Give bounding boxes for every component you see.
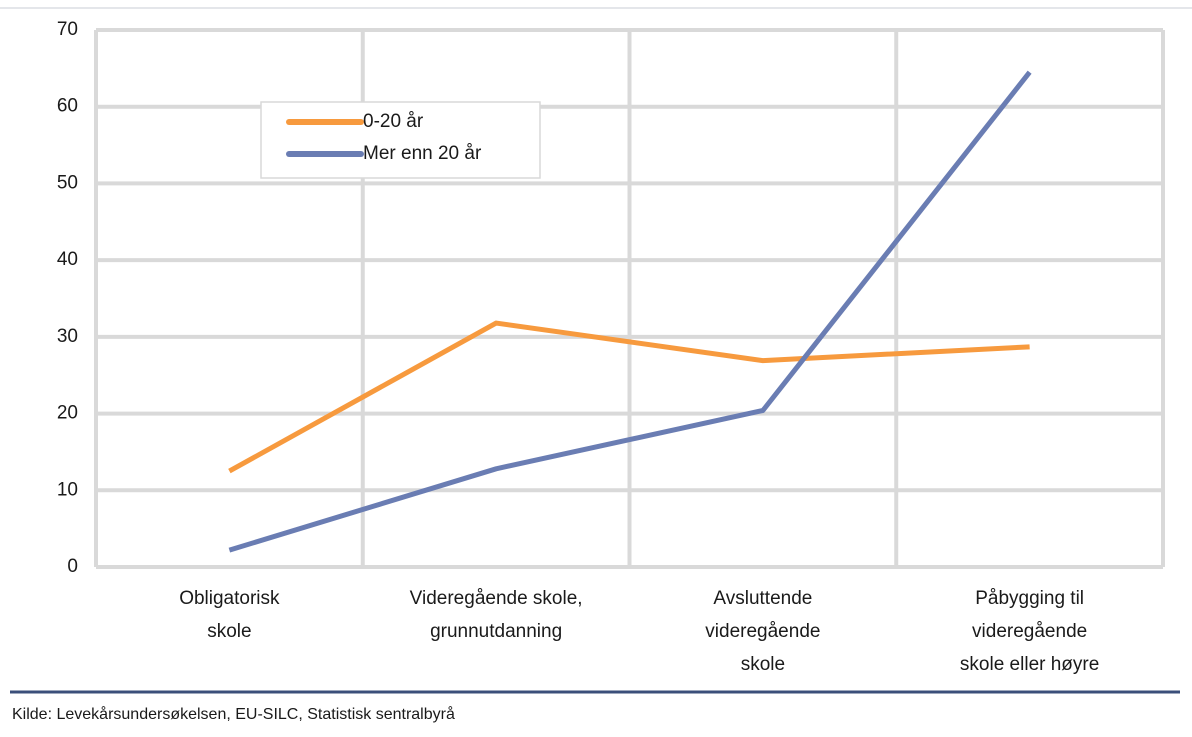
- x-tick-label: Videregående skole,: [410, 588, 583, 609]
- source: Kilde: Levekårsundersøkelsen, EU-SILC, S…: [12, 705, 455, 723]
- legend-box: [260, 101, 541, 179]
- y-tick-label: 70: [57, 19, 78, 40]
- y-tick-label: 60: [57, 96, 78, 117]
- y-tick-label: 30: [57, 326, 78, 347]
- x-tick-label: videregående: [972, 621, 1087, 642]
- y-tick-label: 50: [57, 172, 78, 193]
- x-tick-label: skole eller høyre: [960, 654, 1099, 675]
- y-tick-label: 10: [57, 479, 78, 500]
- x-tick-label: Obligatorisk: [179, 588, 280, 609]
- y-tick-label: 20: [57, 403, 78, 424]
- x-tick-label: skole: [741, 654, 785, 675]
- y-tick-label: 0: [67, 556, 78, 577]
- x-tick-label: Påbygging til: [975, 588, 1084, 609]
- legend-label: Mer enn 20 år: [363, 143, 482, 164]
- x-tick-label: Avsluttende: [713, 588, 812, 609]
- series-line: [228, 70, 1032, 553]
- series-line: [228, 320, 1030, 474]
- legend-label: 0-20 år: [363, 111, 424, 132]
- x-tick-label: grunnutdanning: [430, 621, 562, 642]
- x-tick-label: videregående: [705, 621, 820, 642]
- x-tick-label: skole: [207, 621, 251, 642]
- y-tick-label: 40: [57, 249, 78, 270]
